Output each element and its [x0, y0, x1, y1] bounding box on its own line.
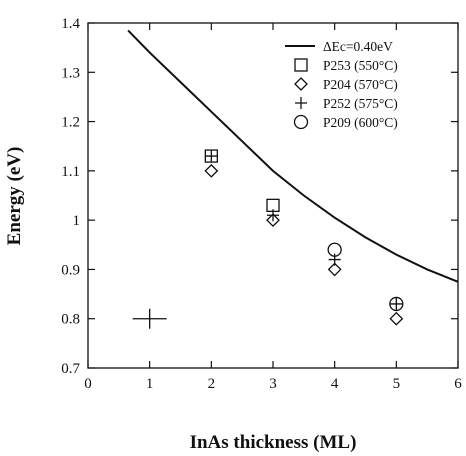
- y-tick-label: 0.8: [61, 312, 80, 328]
- y-tick-label: 0.9: [61, 262, 80, 278]
- y-axis-title: Energy (eV): [4, 147, 25, 246]
- x-tick-label: 2: [208, 376, 216, 392]
- point-diamond: [327, 262, 342, 277]
- x-tick-label: 1: [146, 376, 154, 392]
- x-tick-label: 5: [393, 376, 401, 392]
- y-tick-label: 1.2: [61, 115, 80, 131]
- x-tick-labels: 0 1 2 3 4 5 6: [84, 376, 462, 392]
- legend-label: P209 (600°C): [323, 115, 398, 130]
- point-plus: [205, 150, 218, 163]
- legend: ΔEc=0.40eV P253 (550°C) P204 (570°C) P252 (…: [285, 39, 398, 130]
- axis-ticks: [87, 22, 459, 369]
- legend-label: P204 (570°C): [323, 77, 398, 92]
- y-tick-label: 0.7: [61, 361, 80, 377]
- point-plus: [267, 209, 279, 222]
- y-tick-label: 1.3: [61, 65, 80, 81]
- legend-swatch-plus: [295, 97, 307, 109]
- point-circle: [327, 242, 342, 257]
- point-plus: [390, 297, 403, 310]
- legend-swatch-square: [294, 58, 308, 72]
- x-tick-label: 6: [454, 376, 462, 392]
- point-circle: [389, 296, 404, 312]
- x-tick-label: 4: [331, 376, 339, 392]
- point-diamond: [389, 311, 404, 326]
- legend-label: ΔEc=0.40eV: [323, 39, 393, 54]
- curve-line: [127, 29, 459, 283]
- data-points: [132, 149, 404, 329]
- y-tick-label: 1.4: [61, 16, 80, 32]
- y-tick-labels: 0.7 0.8 0.9 1 1.1 1.2 1.3 1.4: [61, 16, 80, 377]
- legend-swatch-diamond: [294, 77, 308, 91]
- legend-swatch-circle: [293, 114, 309, 130]
- legend-label: P253 (550°C): [323, 58, 398, 73]
- x-tick-label: 3: [269, 376, 277, 392]
- point-diamond: [204, 163, 219, 178]
- x-axis-title: InAs thickness (ML): [190, 432, 357, 453]
- error-bar-marker: [132, 308, 167, 329]
- point-diamond: [266, 213, 280, 228]
- legend-label: P252 (575°C): [323, 96, 398, 111]
- x-tick-label: 0: [84, 376, 92, 392]
- y-tick-label: 1: [73, 213, 81, 229]
- y-tick-label: 1.1: [61, 164, 80, 180]
- plot-frame: [87, 22, 459, 369]
